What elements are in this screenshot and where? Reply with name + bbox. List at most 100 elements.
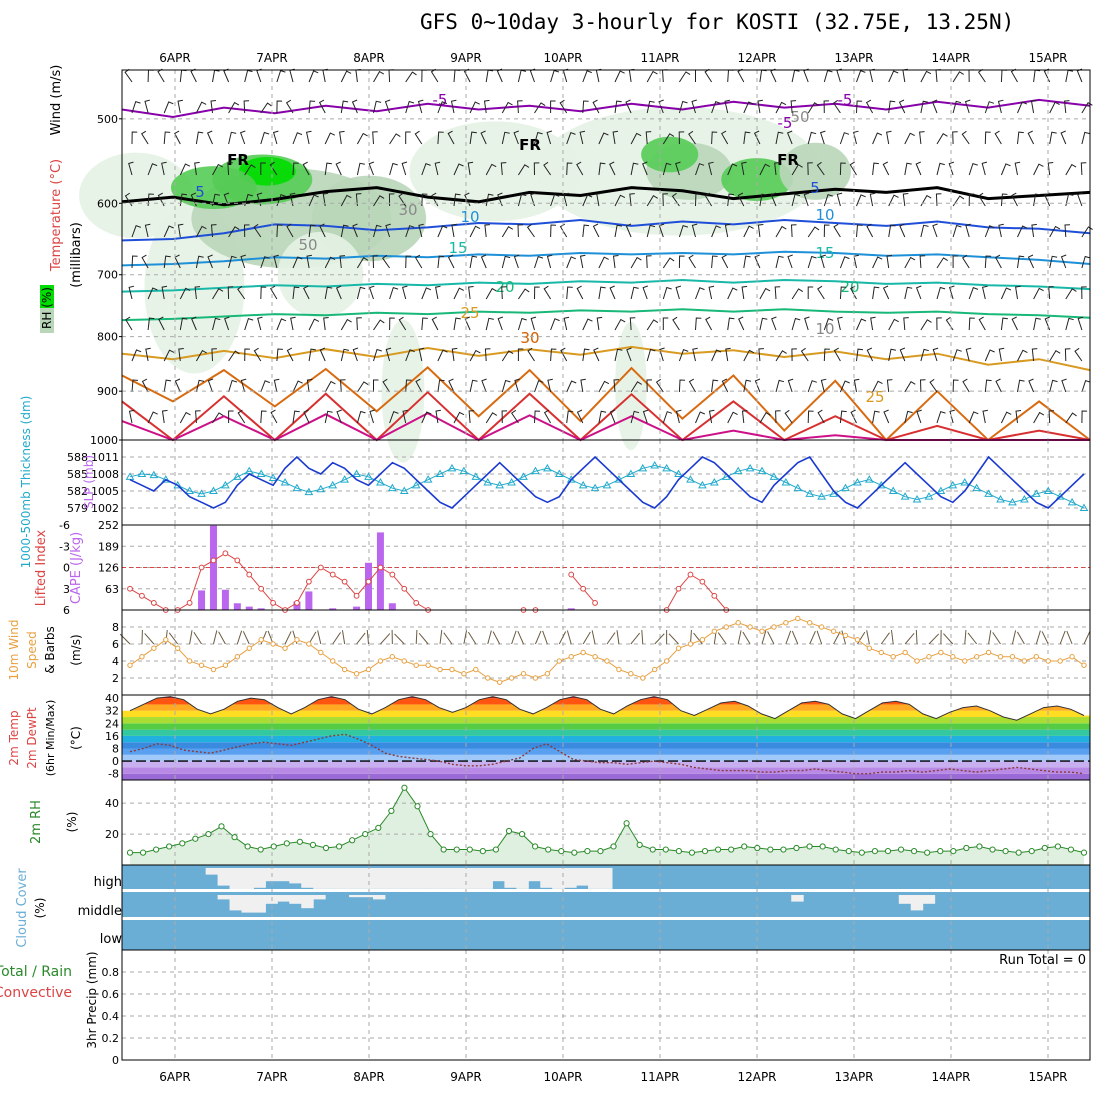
wind-barb bbox=[543, 161, 552, 176]
wind-barb bbox=[194, 161, 200, 176]
wind-barb bbox=[759, 412, 771, 424]
wind10m-marker bbox=[496, 679, 503, 685]
wind-barb bbox=[324, 286, 333, 300]
rh2m-marker bbox=[819, 843, 826, 850]
wind10m-marker bbox=[759, 628, 765, 634]
rh2m-marker bbox=[153, 846, 160, 853]
ylabel-temp2m-a: 2m Temp bbox=[7, 710, 21, 765]
wind-barb bbox=[856, 348, 864, 362]
ylabel-lifted-index: Lifted Index bbox=[34, 529, 49, 606]
wind-barb bbox=[1081, 131, 1090, 145]
wind10m-barb bbox=[1016, 631, 1025, 645]
rh2m-marker bbox=[362, 830, 369, 838]
wind10m-tick-label: 2 bbox=[112, 672, 119, 685]
cloud-high-cell bbox=[516, 868, 529, 889]
rh2m-marker bbox=[505, 827, 513, 835]
wind-barb bbox=[968, 162, 978, 176]
wind-barb bbox=[833, 347, 841, 362]
ylabel-millibars: (millibars) bbox=[69, 222, 84, 288]
wind-barb bbox=[1000, 317, 1008, 331]
wind-barb bbox=[582, 224, 590, 238]
wind-barb bbox=[195, 379, 205, 393]
wind-barb bbox=[790, 224, 797, 238]
wind-barb bbox=[984, 131, 991, 145]
thickness-marker bbox=[686, 475, 695, 483]
slp-line bbox=[129, 455, 1085, 509]
wind-barb bbox=[952, 379, 959, 393]
wind-barb bbox=[324, 380, 336, 393]
wind-barb bbox=[179, 163, 191, 176]
wind-barb bbox=[163, 349, 175, 362]
wind10m-barb bbox=[558, 631, 567, 645]
wind10m-barb bbox=[606, 632, 616, 645]
wind-barb bbox=[373, 100, 382, 114]
rh2m-marker bbox=[884, 847, 892, 855]
wind-barb bbox=[791, 348, 797, 362]
wind-barb bbox=[582, 100, 589, 114]
wind10m-barb bbox=[439, 630, 443, 645]
wind-barb bbox=[705, 316, 713, 331]
wind-barb bbox=[1000, 163, 1011, 176]
li-marker bbox=[365, 578, 372, 585]
wind-barb bbox=[318, 99, 326, 114]
wind10m-barb bbox=[242, 631, 250, 645]
wind-barb bbox=[402, 409, 409, 424]
wind-barb bbox=[1033, 411, 1045, 424]
wind-barb bbox=[484, 224, 490, 238]
li-marker bbox=[139, 592, 145, 599]
thickness-marker bbox=[125, 472, 135, 480]
wind-barb bbox=[179, 411, 191, 424]
wind-barb bbox=[292, 162, 299, 176]
wind-barb bbox=[1000, 287, 1012, 300]
wind-barb bbox=[147, 193, 154, 207]
wind-barb bbox=[771, 316, 777, 331]
wind-barb bbox=[228, 255, 237, 269]
wind10m-marker bbox=[604, 658, 610, 664]
wind10m-barb bbox=[816, 630, 823, 645]
wind10m-marker bbox=[628, 671, 634, 677]
wind-barb bbox=[447, 254, 455, 269]
wind-barb bbox=[823, 224, 830, 238]
wind-barb bbox=[290, 316, 296, 331]
wind-barb bbox=[775, 101, 787, 114]
wind-barb bbox=[630, 381, 642, 393]
wind-barb bbox=[405, 225, 415, 238]
wind-barb bbox=[272, 130, 279, 145]
wind-barb bbox=[757, 224, 764, 238]
wind-barb bbox=[920, 194, 932, 207]
wind-barb bbox=[870, 316, 876, 331]
wind10m-barb bbox=[534, 630, 542, 645]
wind10m-marker bbox=[711, 628, 718, 634]
rh2m-marker bbox=[388, 807, 395, 815]
cloud-middle-cell bbox=[922, 895, 936, 904]
wind-barb bbox=[994, 254, 1002, 269]
thickness-marker bbox=[507, 478, 516, 486]
cape-bar bbox=[329, 608, 337, 610]
wind10m-marker bbox=[795, 615, 801, 622]
wind-barb bbox=[612, 130, 619, 145]
wind-barb bbox=[984, 379, 992, 393]
wind10m-barb bbox=[380, 633, 391, 645]
wind-barb bbox=[227, 162, 233, 176]
wind-barb bbox=[212, 193, 220, 207]
cloud-high-cell bbox=[349, 868, 362, 889]
wind-barb bbox=[642, 161, 648, 176]
wind-barb bbox=[195, 225, 207, 238]
wind-barb bbox=[210, 224, 217, 238]
wind-barb bbox=[1081, 410, 1088, 424]
wind-barb bbox=[501, 226, 514, 238]
wind-barb bbox=[401, 161, 408, 176]
wind-barb bbox=[308, 194, 319, 207]
wind-barb bbox=[269, 161, 278, 176]
wind-barb bbox=[257, 316, 263, 331]
rh2m-marker bbox=[349, 837, 356, 844]
thickness-marker bbox=[161, 475, 171, 483]
thickness-marker bbox=[399, 486, 409, 494]
wind-barb bbox=[469, 379, 478, 393]
wind10m-marker bbox=[973, 654, 980, 660]
rh2m-tick-label: 40 bbox=[105, 797, 119, 810]
wind-barb bbox=[286, 347, 294, 362]
wind-barb bbox=[546, 254, 553, 269]
wind10m-marker bbox=[842, 632, 849, 639]
wind-barb bbox=[576, 409, 584, 424]
